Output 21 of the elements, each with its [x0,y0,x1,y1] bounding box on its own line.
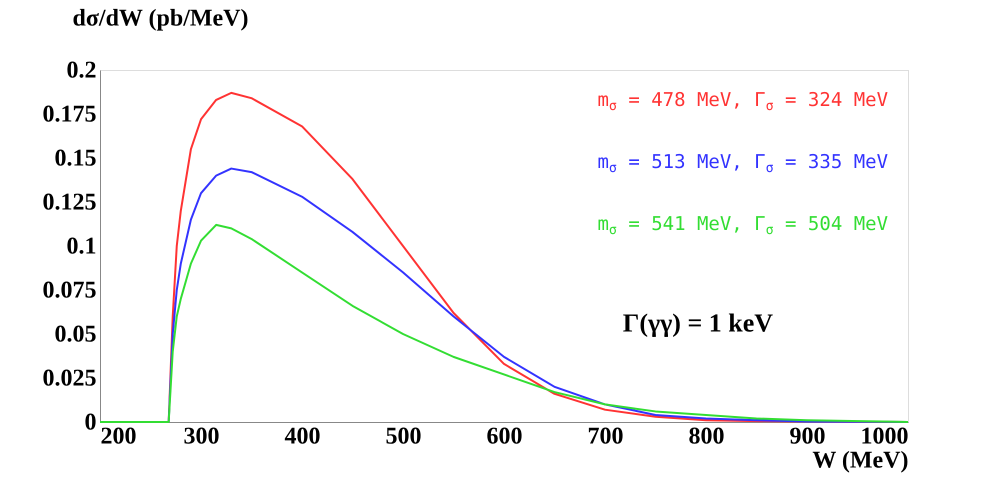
y-tick-label: 0.2 [66,58,96,84]
y-tick-label: 0.125 [42,190,96,216]
x-tick-label: 700 [588,424,624,450]
x-tick-label: 400 [284,424,320,450]
x-tick-label: 1000 [860,424,908,450]
x-tick-label: 200 [100,424,136,450]
y-tick-label: 0.075 [42,278,96,304]
y-tick-label: 0.15 [54,146,96,172]
x-tick-label: 900 [790,424,826,450]
y-tick-label: 0 [84,410,96,436]
y-tick-label: 0.025 [42,366,96,392]
x-tick-label: 300 [184,424,220,450]
y-axis-title: dσ/dW (pb/MeV) [72,6,248,32]
x-tick-label: 600 [486,424,522,450]
x-tick-label: 800 [688,424,724,450]
x-axis-title: W (MeV) [812,448,908,474]
y-tick-label: 0.175 [42,102,96,128]
y-tick-label: 0.1 [66,234,96,260]
y-tick-label: 0.05 [54,322,96,348]
annotation: Γ(γγ) = 1 keV [622,308,774,338]
x-tick-label: 500 [386,424,422,450]
